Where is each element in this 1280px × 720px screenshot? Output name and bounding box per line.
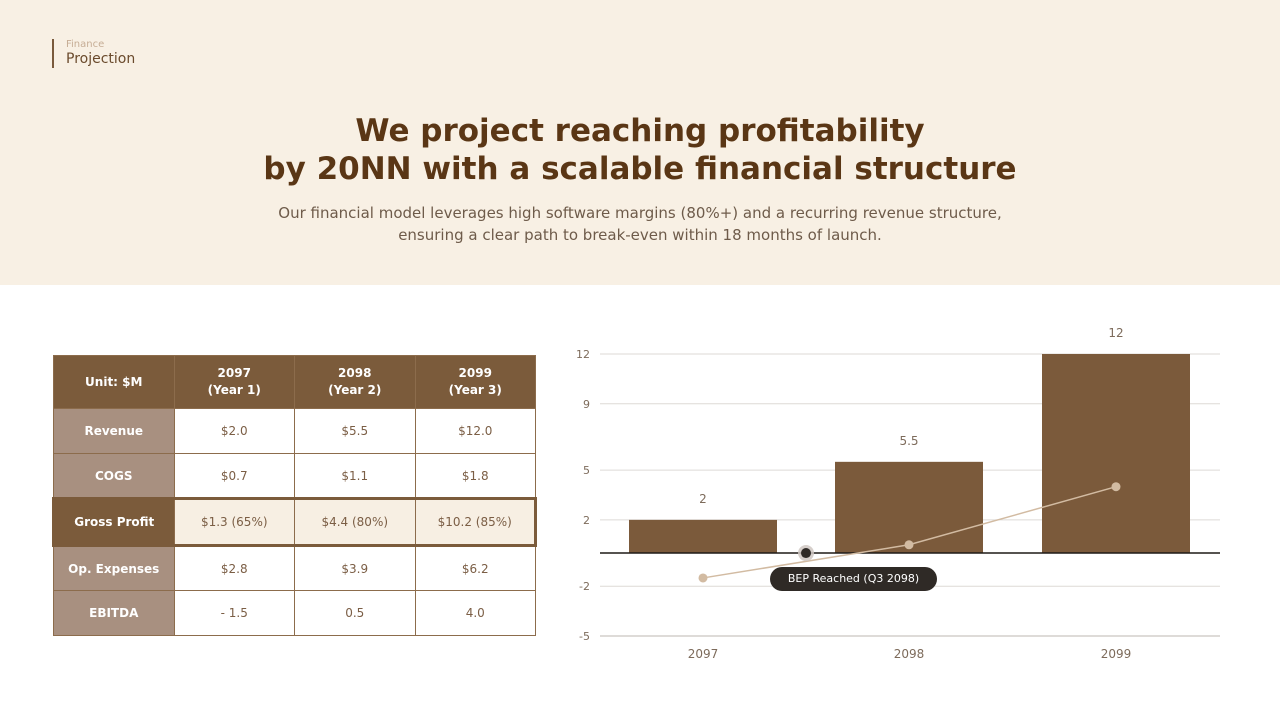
bep-marker: [801, 548, 811, 559]
y-tick-label: 5: [583, 464, 590, 477]
page-subtitle: Our financial model leverages high softw…: [0, 202, 1280, 246]
table-cell: $3.9: [294, 545, 416, 591]
table-cell: $2.0: [173, 408, 295, 454]
table-cell: $1.8: [414, 453, 536, 499]
financial-table: Unit: $M 2097 (Year 1) 2098 (Year 2) 2099(…: [52, 355, 537, 636]
table-cell: $5.5: [294, 408, 416, 454]
bep-annotation: BEP Reached (Q3 2098): [770, 567, 937, 591]
table-row-revenue: Revenue $2.0 $5.5 $12.0: [53, 408, 536, 454]
page-subtitle-line-2: ensuring a clear path to break-even with…: [398, 226, 882, 244]
table-row-gross-profit: Gross Profit $1.3 (65%) $4.4 (80%) $10.2…: [52, 497, 537, 547]
bar-value-label: 2: [699, 492, 707, 506]
y-tick-label: 2: [583, 514, 590, 527]
page-title-line-1: We project reaching profitability: [355, 113, 925, 149]
table-row-ebitda: EBITDA - 1.5 0.5 4.0: [53, 590, 536, 636]
table-cell: $10.2 (85%): [414, 497, 537, 547]
breadcrumb-page: Projection: [66, 51, 136, 67]
bar: [1042, 354, 1190, 554]
column-header-year-3: 2099 (Year 3): [414, 355, 536, 409]
table-cell: $2.8: [173, 545, 295, 591]
table-cell: $1.3 (65%): [173, 497, 295, 547]
column-header-year-1: 2097 (Year 1): [173, 355, 295, 409]
table-cell: $0.7: [173, 453, 295, 499]
table-row-op-expenses: Op. Expenses $2.8 $3.9 $6.2: [53, 545, 536, 591]
row-label: Revenue: [53, 408, 175, 454]
bar-value-label: 5.5: [899, 434, 918, 448]
table-cell: $1.1: [294, 453, 416, 499]
table-cell: $12.0: [414, 408, 536, 454]
x-tick-label: 2098: [894, 647, 925, 661]
table-cell: $4.4 (80%): [294, 497, 416, 547]
x-tick-label: 2097: [688, 647, 719, 661]
y-tick-label: -2: [579, 580, 590, 593]
table-header-row: Unit: $M 2097 (Year 1) 2098 (Year 2) 2099(…: [53, 355, 536, 409]
x-tick-label: 2099: [1101, 647, 1132, 661]
page-title: We project reaching profitability by 20N…: [0, 112, 1280, 188]
y-tick-label: 12: [576, 348, 590, 361]
table-cell: $6.2: [414, 545, 536, 591]
column-header-year-2: 2098 (Year 2): [294, 355, 416, 409]
row-label: Gross Profit: [52, 497, 175, 547]
y-tick-label: 9: [583, 398, 590, 411]
row-label: COGS: [53, 453, 175, 499]
bar: [835, 461, 983, 554]
bar-value-label: 12: [1108, 326, 1123, 340]
breadcrumb-section: Finance: [66, 39, 105, 50]
ebitda-point: [698, 573, 708, 583]
ebitda-point: [904, 540, 914, 550]
hero-section: [0, 0, 1280, 285]
table-cell: 4.0: [414, 590, 536, 636]
table-row-cogs: COGS $0.7 $1.1 $1.8: [53, 453, 536, 499]
y-tick-label: -5: [579, 630, 590, 643]
breadcrumb: Finance Projection: [52, 39, 135, 68]
row-label: Op. Expenses: [53, 545, 175, 591]
ebitda-point: [1111, 482, 1121, 492]
page-subtitle-line-1: Our financial model leverages high softw…: [278, 204, 1002, 222]
unit-header: Unit: $M: [53, 355, 175, 409]
table-cell: - 1.5: [173, 590, 295, 636]
page-title-line-2: by 20NN with a scalable financial struct…: [263, 151, 1017, 187]
revenue-ebitda-chart: 12 9 5 2 -2 -5 2 5.5 12 2097 2098 2099: [576, 326, 1220, 661]
bar: [629, 519, 777, 554]
row-label: EBITDA: [53, 590, 175, 636]
table-cell: 0.5: [294, 590, 416, 636]
